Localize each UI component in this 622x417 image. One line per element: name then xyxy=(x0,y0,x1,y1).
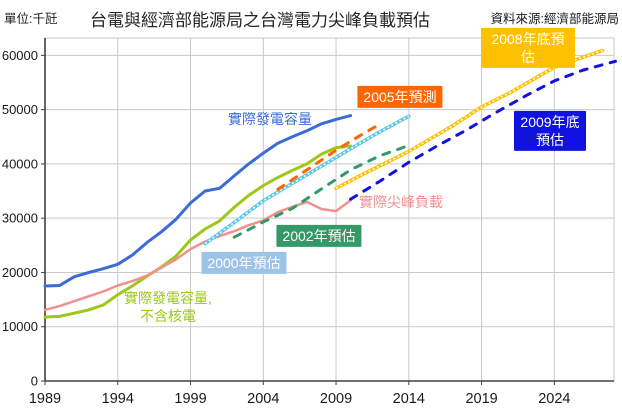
x-tick-label: 1994 xyxy=(102,391,134,407)
label-forecast-2005: 2005年預測 xyxy=(357,85,443,109)
y-tick-label: 0 xyxy=(31,374,38,389)
series-actual_capacity xyxy=(43,114,353,288)
y-tick-label: 30000 xyxy=(2,211,38,226)
y-tick-label: 40000 xyxy=(2,156,38,171)
unit-label: 單位:千瓩 xyxy=(4,12,58,26)
series-capacity_ex_nuclear xyxy=(43,144,353,319)
label-forecast-2000: 2000年預估 xyxy=(201,251,287,275)
y-tick-label: 10000 xyxy=(2,319,38,334)
series-forecast_2008 xyxy=(334,48,605,191)
series-forecast_2005 xyxy=(276,124,379,191)
data-source-label: 資料來源:經濟部能源局 xyxy=(490,12,619,26)
x-tick-label: 2014 xyxy=(393,391,425,407)
label-actual-capacity: 實際發電容量 xyxy=(228,110,312,127)
x-tick-label: 1999 xyxy=(174,391,206,407)
y-tick-label: 60000 xyxy=(2,48,38,63)
label-capacity-ex-nuclear: 實際發電容量, 不含核電 xyxy=(124,289,212,324)
label-forecast-2002: 2002年預估 xyxy=(276,224,362,248)
x-tick-label: 2009 xyxy=(320,391,352,407)
label-forecast-2009: 2009年底預估 xyxy=(514,110,586,152)
label-forecast-2008: 2008年底預估 xyxy=(481,27,575,69)
series-actual_peak_load xyxy=(43,199,352,312)
x-tick-label: 2004 xyxy=(247,391,279,407)
series-forecast_2009 xyxy=(349,59,617,201)
y-tick-label: 50000 xyxy=(2,102,38,117)
x-tick-label: 2024 xyxy=(538,391,570,407)
y-tick-label: 20000 xyxy=(2,265,38,280)
label-actual-peak: 實際尖峰負載 xyxy=(359,193,443,210)
x-tick-label: 2019 xyxy=(465,391,497,407)
series-forecast_2002 xyxy=(232,144,411,239)
series-forecast_2000-hatch xyxy=(204,115,410,245)
x-tick-label: 1989 xyxy=(29,391,61,407)
chart-title: 台電與經濟部能源局之台灣電力尖峰負載預估 xyxy=(90,11,430,30)
